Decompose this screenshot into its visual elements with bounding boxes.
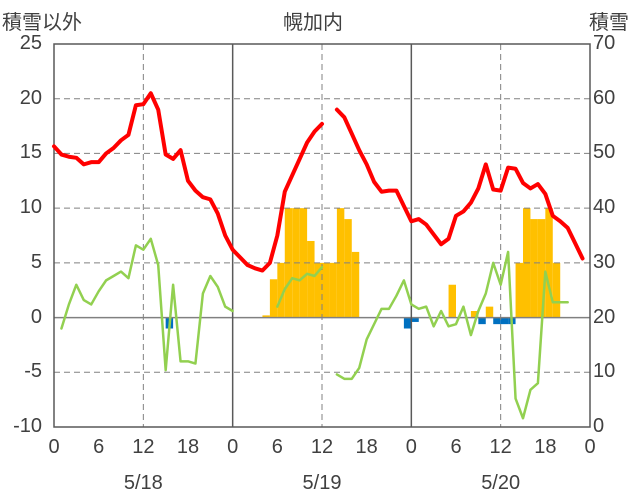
right-y-tick-label: 10 xyxy=(593,360,616,383)
bar xyxy=(314,262,322,318)
bar xyxy=(299,208,308,318)
bar xyxy=(493,317,501,325)
bar xyxy=(351,251,360,318)
bar xyxy=(262,315,270,318)
chart-title: 幌加内 xyxy=(283,12,343,34)
bar xyxy=(277,262,285,318)
date-label: 5/20 xyxy=(481,472,521,494)
bar xyxy=(344,219,352,318)
left-y-tick-label: -5 xyxy=(24,360,42,383)
bar xyxy=(411,317,419,322)
left-y-tick-label: -10 xyxy=(13,415,42,437)
bar xyxy=(322,262,330,318)
x-tick-label: 0 xyxy=(584,436,596,458)
right-axis-label: 積雪 xyxy=(589,12,629,34)
x-tick-label: 6 xyxy=(271,436,283,458)
bar xyxy=(470,311,479,318)
right-y-tick-label: 50 xyxy=(593,141,616,164)
date-label: 5/18 xyxy=(123,472,163,494)
x-tick-label: 0 xyxy=(227,436,239,458)
bar xyxy=(515,262,523,318)
temperature-line xyxy=(335,250,569,420)
left-y-tick-label: 5 xyxy=(30,250,42,273)
left-y-tick-label: 25 xyxy=(19,32,42,54)
right-y-tick-label: 20 xyxy=(593,305,616,328)
left-y-tick-label: 20 xyxy=(19,86,42,109)
bar xyxy=(537,219,546,318)
grid-layer xyxy=(53,43,591,428)
x-tick-label: 0 xyxy=(405,436,417,458)
temperature-line xyxy=(60,237,234,372)
x-tick-label: 0 xyxy=(48,436,60,458)
x-tick-label: 18 xyxy=(534,436,557,458)
right-y-tick-label: 40 xyxy=(593,196,616,219)
temperature-line xyxy=(276,265,324,308)
bars-layer xyxy=(165,208,561,329)
bar xyxy=(530,219,538,318)
left-axis-label: 積雪以外 xyxy=(2,12,82,34)
bar xyxy=(500,317,509,325)
bar xyxy=(552,262,561,318)
bar xyxy=(269,279,278,318)
left-y-tick-label: 15 xyxy=(19,141,42,164)
bar xyxy=(448,284,456,318)
right-y-tick-label: 0 xyxy=(593,415,605,437)
right-y-tick-label: 60 xyxy=(593,86,616,109)
bar xyxy=(329,262,337,318)
left-y-tick-label: 10 xyxy=(19,196,42,219)
x-tick-label: 6 xyxy=(93,436,105,458)
x-tick-label: 18 xyxy=(176,436,200,458)
x-tick-label: 12 xyxy=(310,436,334,458)
right-y-tick-label: 30 xyxy=(593,250,616,273)
snow-depth-line xyxy=(52,91,324,273)
plot-border xyxy=(53,43,591,428)
bar xyxy=(478,317,486,325)
bar xyxy=(485,306,494,318)
x-tick-label: 18 xyxy=(355,436,378,458)
date-label: 5/19 xyxy=(302,472,342,494)
left-y-tick-label: 0 xyxy=(30,305,42,328)
x-tick-label: 6 xyxy=(450,436,462,458)
bar xyxy=(307,240,315,318)
x-tick-label: 12 xyxy=(489,436,512,458)
bar xyxy=(403,317,412,329)
bar xyxy=(336,208,345,318)
x-tick-label: 12 xyxy=(132,436,155,458)
right-y-tick-label: 70 xyxy=(593,32,616,54)
snow-depth-line xyxy=(334,107,585,261)
lines-layer xyxy=(52,91,585,420)
